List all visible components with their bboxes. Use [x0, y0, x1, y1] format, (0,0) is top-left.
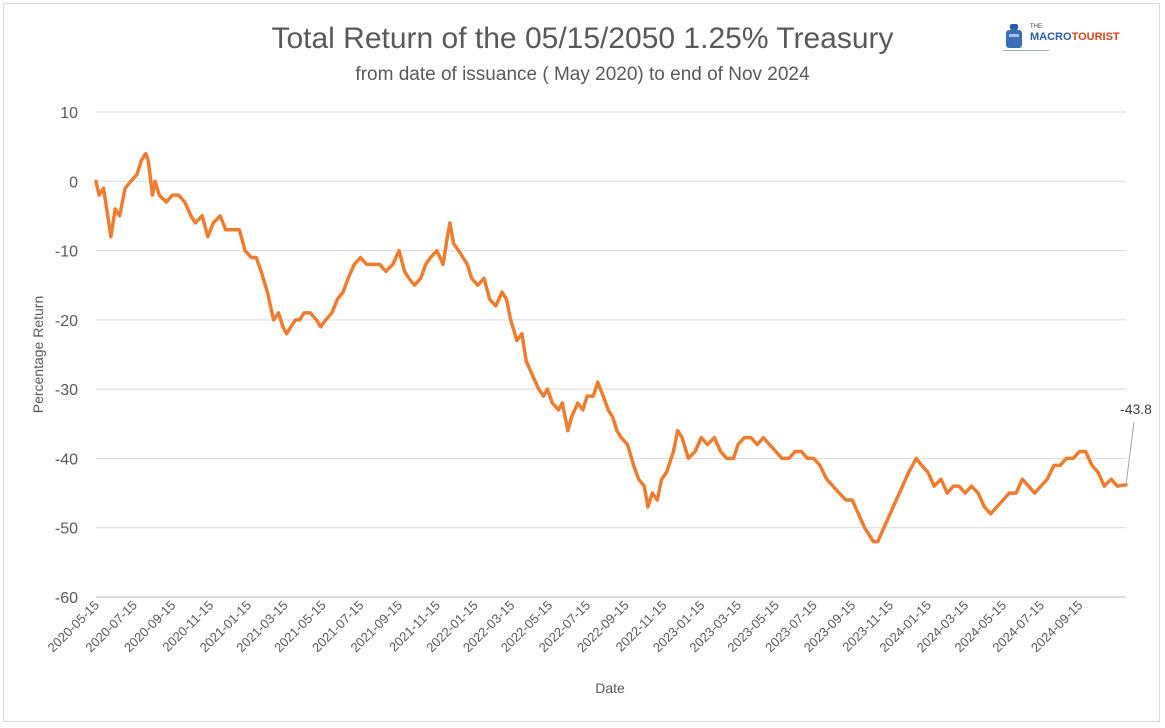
- chart-title: Total Return of the 05/15/2050 1.25% Tre…: [271, 22, 894, 55]
- logo-word-tourist: TOURIST: [1071, 31, 1120, 43]
- chart-frame: [3, 3, 1160, 722]
- logo-wordmark: MACROTOURIST: [1030, 31, 1120, 43]
- y-tick-label: 10: [60, 105, 78, 122]
- gridlines: [96, 111, 1126, 598]
- y-axis-ticks: 10 0 -10 -20 -30 -40 -50 -60: [55, 105, 78, 607]
- y-tick-label: -30: [55, 382, 78, 399]
- end-label-leader: [1125, 421, 1135, 485]
- end-value-label: -43.8: [1120, 401, 1152, 417]
- y-tick-label: -10: [55, 244, 78, 261]
- y-tick-label: -20: [55, 313, 78, 330]
- chart-subtitle: from date of issuance ( May 2020) to end…: [355, 64, 810, 85]
- y-tick-label: 0: [69, 174, 78, 191]
- logo-small-text: THE: [1030, 24, 1042, 30]
- x-axis-label: Date: [595, 680, 625, 696]
- macro-tourist-logo: THE MACROTOURIST: [1003, 18, 1153, 54]
- y-axis-label: Percentage Return: [30, 296, 46, 414]
- y-tick-label: -60: [55, 590, 78, 607]
- y-tick-label: -50: [55, 521, 78, 538]
- series-line: [94, 151, 1128, 544]
- series-layer: [94, 151, 1128, 544]
- y-tick-label: -40: [55, 451, 78, 468]
- x-axis-ticks: 2020-05-152020-07-152020-09-152020-11-15…: [44, 598, 1085, 656]
- logo-word-macro: MACRO: [1030, 31, 1072, 43]
- tourist-figure-icon: [1006, 24, 1022, 48]
- logo-underline: [1003, 50, 1049, 51]
